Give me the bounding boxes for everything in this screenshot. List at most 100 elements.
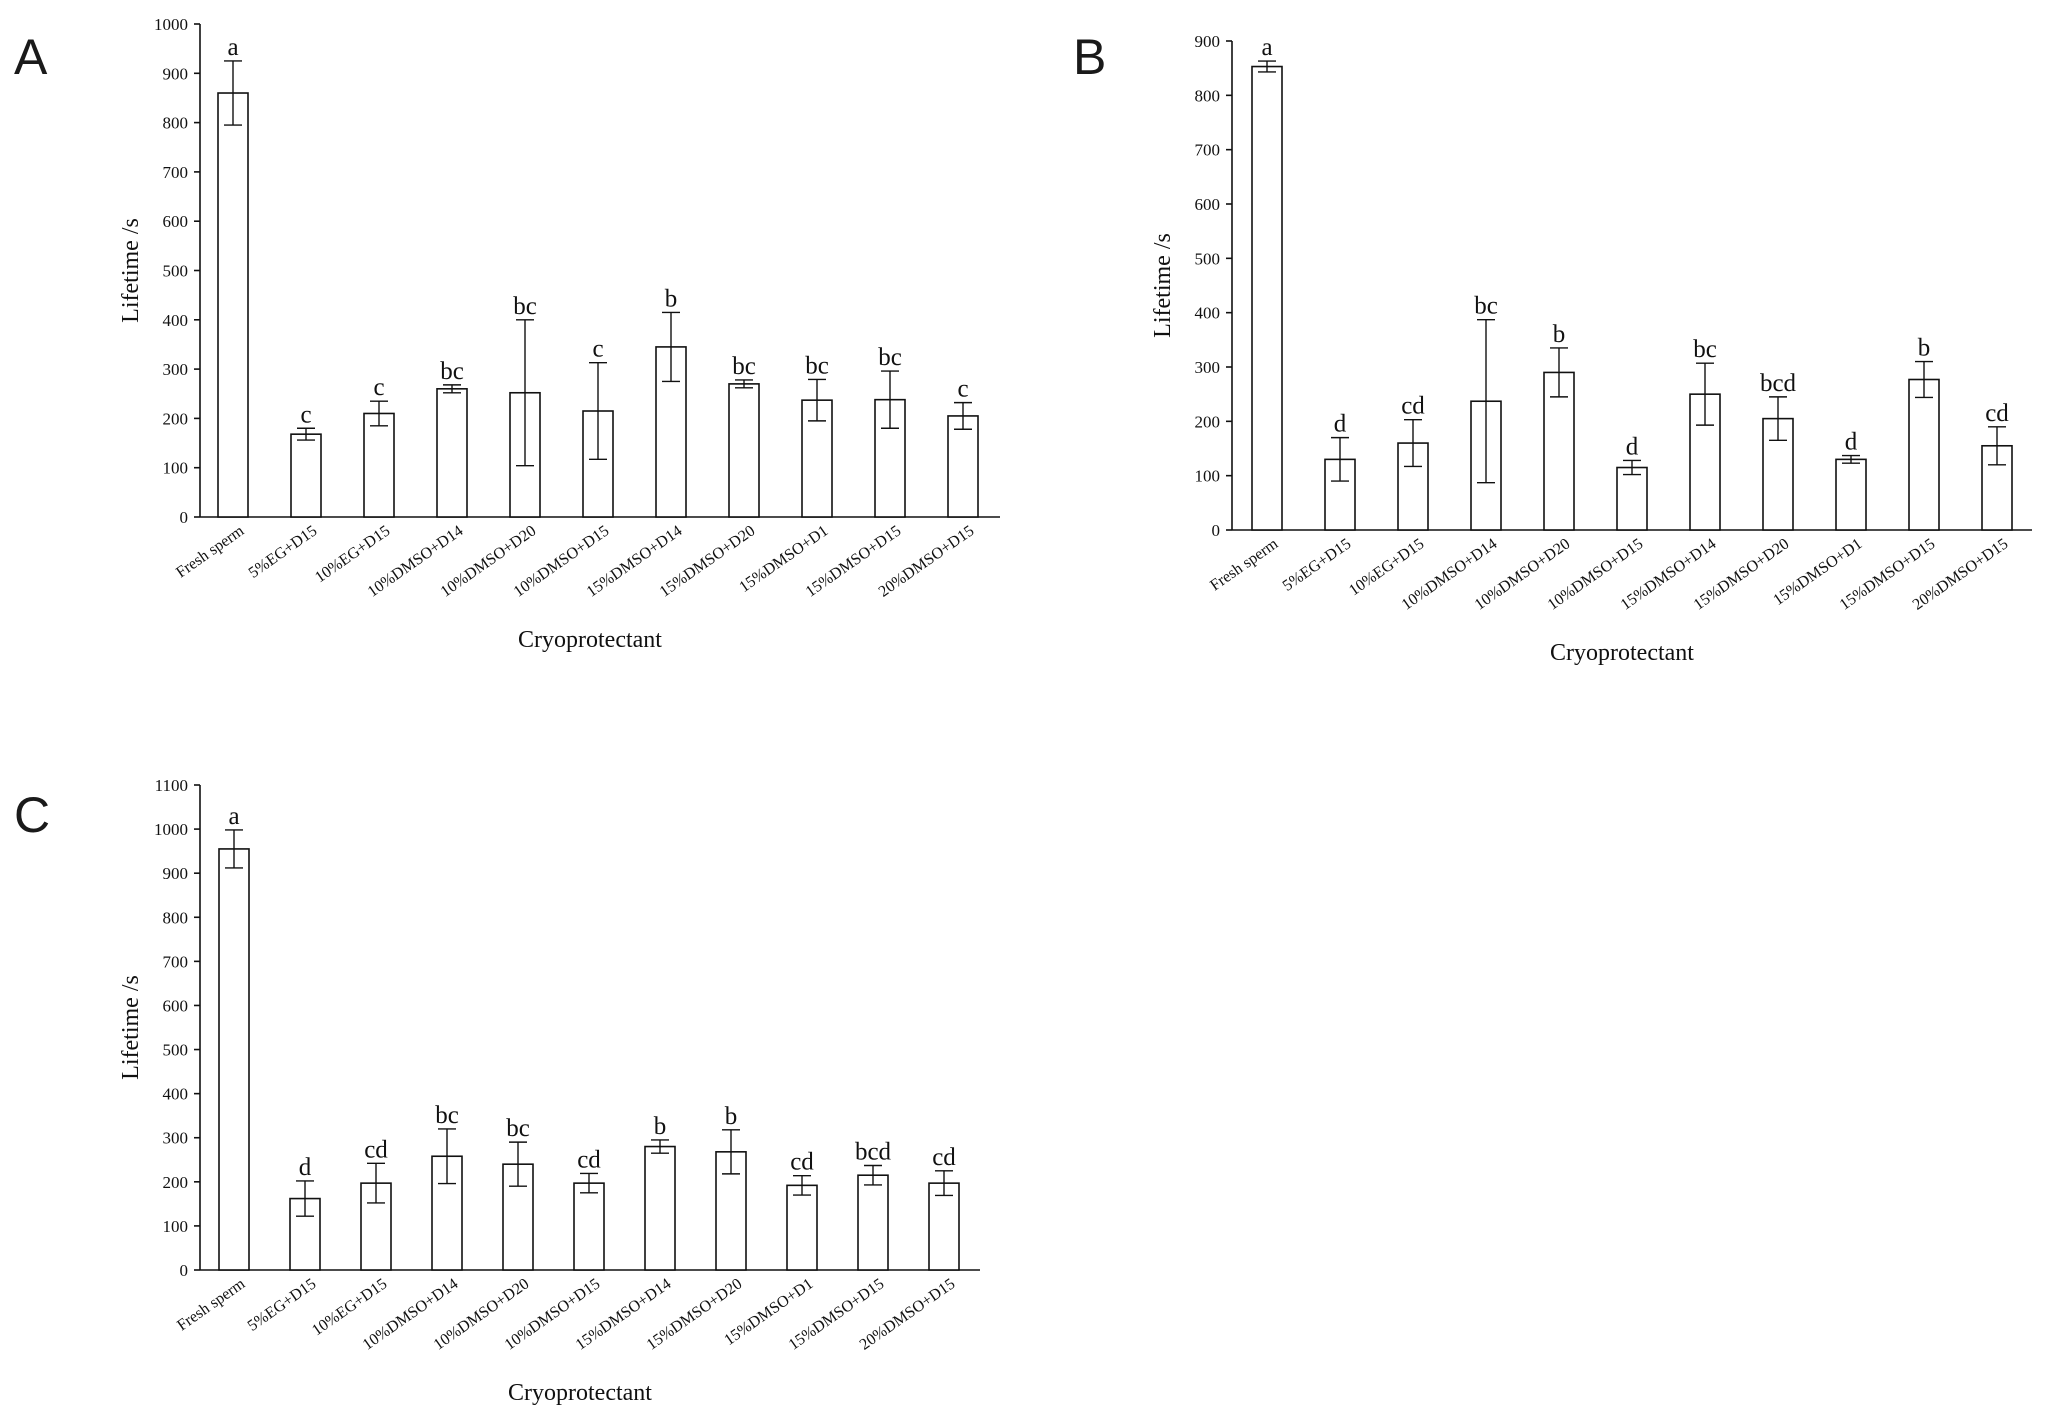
y-tick-label: 100 (163, 459, 189, 478)
panel-letter: B (1073, 29, 1106, 85)
y-tick-label: 800 (163, 114, 189, 133)
bar (436, 388, 468, 518)
y-tick-label: 700 (1195, 141, 1221, 160)
bar (573, 1182, 605, 1271)
x-axis-title: Cryoprotectant (518, 627, 662, 653)
significance-label: bc (440, 358, 464, 385)
y-tick-label: 0 (180, 1261, 189, 1280)
y-axis-title: Lifetime /s (1150, 233, 1176, 338)
x-axis-title: Cryoprotectant (508, 1380, 652, 1406)
bar (1835, 458, 1867, 531)
significance-label: d (1845, 429, 1858, 456)
significance-label: bc (513, 293, 537, 320)
category-label: 5%EG+D15 (245, 1275, 320, 1334)
bar (1251, 65, 1283, 531)
significance-label: bcd (855, 1139, 892, 1166)
significance-label: b (725, 1103, 738, 1130)
y-tick-label: 200 (163, 1173, 189, 1192)
bar (728, 383, 760, 518)
y-tick-label: 900 (1195, 32, 1221, 51)
y-tick-label: 0 (180, 508, 189, 527)
significance-label: bc (805, 352, 829, 379)
y-tick-label: 300 (163, 1129, 189, 1148)
significance-label: b (654, 1113, 667, 1140)
bar (218, 848, 250, 1271)
y-tick-label: 1000 (154, 820, 188, 839)
significance-label: a (227, 34, 238, 61)
category-label: Fresh sperm (174, 1275, 249, 1334)
bar (363, 412, 395, 518)
y-tick-label: 400 (163, 311, 189, 330)
y-tick-label: 500 (1195, 249, 1221, 268)
y-tick-label: 200 (163, 409, 189, 428)
y-tick-label: 100 (1195, 467, 1221, 486)
panel-a: A 0 100 200 300 400 500 600 700 800 900 1000 Lifetim… (14, 15, 1000, 653)
y-tick-label: 0 (1212, 521, 1221, 540)
y-tick-label: 1100 (155, 776, 188, 795)
significance-label: c (300, 401, 311, 428)
bar (217, 92, 249, 518)
y-tick-label: 900 (163, 864, 189, 883)
y-tick-label: 400 (163, 1085, 189, 1104)
significance-label: cd (790, 1149, 814, 1176)
bar (1543, 371, 1575, 531)
significance-label: d (299, 1154, 312, 1181)
significance-label: cd (577, 1146, 601, 1173)
panel-b: B 0 100 200 300 400 500 600 700 800 900 Lifetime /s… (1073, 29, 2032, 666)
panel-c: C 0 100 200 300 400 500 600 700 800 900 1000 1100 Lif… (14, 776, 980, 1406)
y-tick-label: 300 (163, 360, 189, 379)
significance-label: b (1918, 335, 1931, 362)
significance-label: a (1261, 34, 1272, 61)
bar (947, 415, 979, 518)
significance-label: cd (1401, 393, 1425, 420)
category-label: Fresh sperm (1207, 535, 1282, 594)
y-tick-label: 400 (1195, 304, 1221, 323)
significance-label: bc (435, 1102, 459, 1129)
significance-label: c (373, 374, 384, 401)
y-tick-label: 700 (163, 952, 189, 971)
bar (1616, 466, 1648, 531)
panel-letter: A (14, 29, 48, 85)
y-tick-label: 600 (1195, 195, 1221, 214)
category-label: 5%EG+D15 (1280, 535, 1355, 594)
significance-label: bc (732, 353, 756, 380)
x-axis-title: Cryoprotectant (1550, 640, 1694, 666)
significance-label: cd (364, 1136, 388, 1163)
significance-label: c (957, 376, 968, 403)
significance-label: a (228, 803, 239, 830)
significance-label: bc (1693, 336, 1717, 363)
y-tick-label: 800 (1195, 86, 1221, 105)
significance-label: bc (1474, 293, 1498, 320)
significance-label: bc (878, 344, 902, 371)
y-tick-label: 100 (163, 1217, 189, 1236)
y-tick-label: 300 (1195, 358, 1221, 377)
significance-label: c (592, 336, 603, 363)
bar (1908, 378, 1940, 531)
bar (644, 1145, 676, 1271)
y-tick-label: 700 (163, 163, 189, 182)
category-label: 5%EG+D15 (246, 522, 321, 581)
category-label: Fresh sperm (173, 522, 248, 581)
y-axis-title: Lifetime /s (118, 975, 144, 1080)
significance-label: b (665, 285, 678, 312)
significance-label: b (1553, 321, 1566, 348)
y-tick-label: 1000 (154, 15, 188, 34)
y-axis-title: Lifetime /s (118, 218, 144, 323)
significance-label: bc (506, 1115, 530, 1142)
y-tick-label: 800 (163, 908, 189, 927)
significance-label: d (1334, 411, 1347, 438)
y-tick-label: 600 (163, 212, 189, 231)
y-tick-label: 900 (163, 64, 189, 83)
bar (857, 1174, 889, 1271)
significance-label: cd (1985, 400, 2009, 427)
significance-label: d (1626, 433, 1639, 460)
bar (786, 1184, 818, 1271)
y-tick-label: 600 (163, 996, 189, 1015)
y-tick-label: 500 (163, 262, 189, 281)
panel-letter: C (14, 787, 50, 843)
significance-label: cd (932, 1144, 956, 1171)
significance-label: bcd (1760, 370, 1797, 397)
y-tick-label: 200 (1195, 412, 1221, 431)
bar (290, 433, 322, 518)
